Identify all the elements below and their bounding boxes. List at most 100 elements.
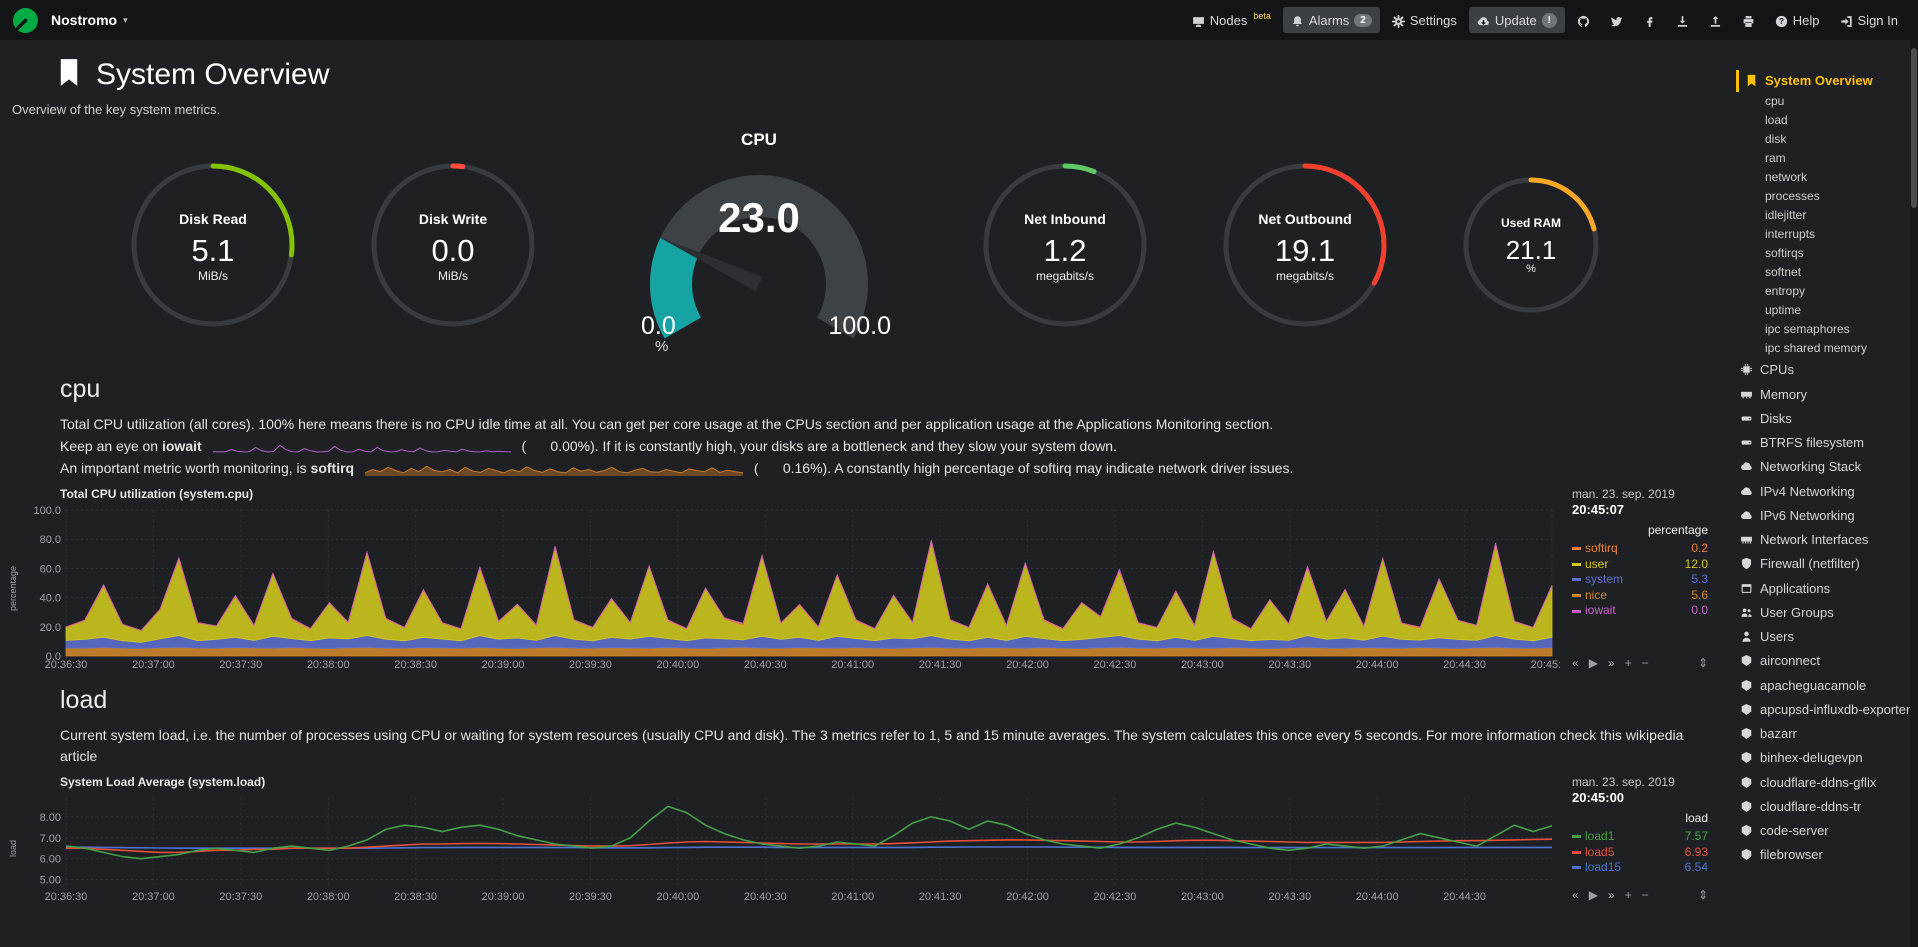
gauge-disk-read[interactable]: Disk Read 5.1 MiB/s	[129, 161, 297, 329]
alarms-button[interactable]: Alarms 2	[1282, 7, 1380, 33]
play-icon[interactable]: ▶	[1588, 656, 1598, 670]
sidebar-item-applications[interactable]: Applications	[1736, 577, 1918, 601]
sidebar-item-memory[interactable]: Memory	[1736, 383, 1918, 407]
play-icon[interactable]: ▶	[1588, 888, 1598, 902]
cube-icon	[1741, 752, 1752, 764]
bookmark-lg-icon	[60, 59, 78, 86]
sidebar-item-code-server[interactable]: code-server	[1736, 819, 1918, 843]
sidebar-item-idlejitter[interactable]: idlejitter	[1765, 208, 1807, 223]
signin-button[interactable]: Sign In	[1832, 7, 1906, 32]
import-button[interactable]	[1668, 7, 1697, 32]
legend-item-iowait[interactable]: iowait 0.0	[1572, 603, 1708, 619]
resize-handle-icon[interactable]: ⇕	[1697, 888, 1708, 902]
page-scrollbar[interactable]	[1910, 40, 1918, 947]
update-button[interactable]: Update !	[1468, 7, 1565, 33]
svg-text:20:39:30: 20:39:30	[569, 891, 612, 903]
sidebar-item-apcupsd-influxdb-exporter[interactable]: apcupsd-influxdb-exporter	[1736, 698, 1918, 722]
zoom-in-icon[interactable]: +	[1624, 656, 1632, 670]
gauge-cpu[interactable]: CPU 23.0 0.0 100.0%	[609, 130, 909, 360]
legend-item-load1[interactable]: load1 7.57	[1572, 829, 1708, 845]
sidebar-item-users[interactable]: Users	[1736, 625, 1918, 649]
sidebar-item-apacheguacamole[interactable]: apacheguacamole	[1736, 674, 1918, 698]
zoom-out-icon[interactable]: −	[1641, 888, 1649, 902]
forward-icon[interactable]: »	[1607, 888, 1615, 902]
sidebar-item-uptime[interactable]: uptime	[1765, 303, 1802, 318]
sidebar-item-ipc-shared-memory[interactable]: ipc shared memory	[1765, 341, 1868, 356]
iowait-sparkline[interactable]	[212, 440, 512, 455]
backward-icon[interactable]: «	[1572, 888, 1579, 902]
sidebar-item-cpu[interactable]: cpu	[1765, 94, 1785, 109]
sidebar-item-softirqs[interactable]: softirqs	[1765, 246, 1804, 261]
sidebar-item-ipv4-networking[interactable]: IPv4 Networking	[1736, 480, 1918, 504]
svg-text:20:38:30: 20:38:30	[394, 659, 437, 671]
resize-handle-icon[interactable]: ⇕	[1697, 656, 1708, 670]
twitter-button[interactable]	[1602, 7, 1631, 32]
netdata-logo-icon[interactable]	[12, 7, 39, 34]
gauge-net-inbound[interactable]: Net Inbound 1.2 megabits/s	[981, 161, 1149, 329]
zoom-in-icon[interactable]: +	[1624, 888, 1632, 902]
gauge-title: Disk Read	[179, 211, 247, 228]
sidebar-item-cpus[interactable]: CPUs	[1736, 358, 1918, 382]
sidebar-item-interrupts[interactable]: interrupts	[1765, 227, 1816, 242]
sidebar-item-networking-stack[interactable]: Networking Stack	[1736, 455, 1918, 479]
sidebar-item-binhex-delugevpn[interactable]: binhex-delugevpn	[1736, 746, 1918, 770]
backward-icon[interactable]: «	[1572, 656, 1579, 670]
help-button[interactable]: ? Help	[1767, 7, 1828, 32]
sidebar-item-processes[interactable]: processes	[1765, 189, 1820, 204]
sidebar-item-network-interfaces[interactable]: Network Interfaces	[1736, 528, 1918, 552]
zoom-out-icon[interactable]: −	[1641, 656, 1649, 670]
legend-item-system[interactable]: system 5.3	[1572, 572, 1708, 588]
sidebar-item-cloudflare-ddns-tr[interactable]: cloudflare-ddns-tr	[1736, 795, 1918, 819]
cloud-icon	[1741, 462, 1752, 471]
settings-button[interactable]: Settings	[1384, 7, 1465, 32]
sidebar-item-ipv6-networking[interactable]: IPv6 Networking	[1736, 504, 1918, 528]
sidebar-item-disk[interactable]: disk	[1765, 132, 1787, 147]
sidebar-item-load[interactable]: load	[1765, 113, 1788, 128]
cpu-utilization-plot[interactable]: 20:36:30 20:37:00 20:37:30 20:38:00 20:38:30…	[20, 504, 1560, 672]
sidebar-item-ram[interactable]: ram	[1765, 151, 1786, 166]
page-title: System Overview	[96, 58, 330, 91]
svg-text:60.0: 60.0	[40, 563, 61, 575]
upload-icon	[1710, 15, 1720, 27]
legend-item-load5[interactable]: load5 6.93	[1572, 845, 1708, 861]
print-button[interactable]	[1734, 7, 1763, 32]
forward-icon[interactable]: »	[1607, 656, 1615, 670]
cloud-download-icon	[1477, 12, 1490, 27]
scrollbar-thumb[interactable]	[1911, 48, 1917, 208]
github-button[interactable]	[1569, 7, 1598, 32]
legend-item-user[interactable]: user 12.0	[1572, 557, 1708, 573]
gauge-title: CPU	[741, 130, 777, 149]
sidebar-item-airconnect[interactable]: airconnect	[1736, 649, 1918, 673]
users-icon	[1741, 608, 1752, 617]
top-nav-actions: Nodes beta Alarms 2 Settings Update ! ? …	[1184, 7, 1906, 33]
export-button[interactable]	[1701, 7, 1730, 32]
legend-item-nice[interactable]: nice 5.6	[1572, 588, 1708, 604]
svg-text:20.0: 20.0	[40, 622, 61, 634]
sidebar-item-firewall-netfilter[interactable]: Firewall (netfilter)	[1736, 552, 1918, 576]
load-average-plot[interactable]: 20:36:30 20:37:00 20:37:30 20:38:00 20:38:30…	[20, 792, 1560, 904]
gauge-used-ram[interactable]: Used RAM 21.1%	[1461, 175, 1601, 315]
load-chart-legend: man. 23. sep. 2019 20:45:00 load load1 7.…	[1560, 775, 1712, 904]
gauge-net-outbound[interactable]: Net Outbound 19.1 megabits/s	[1221, 161, 1389, 329]
sidebar-item-btrfs-filesystem[interactable]: BTRFS filesystem	[1736, 431, 1918, 455]
facebook-button[interactable]	[1635, 7, 1664, 32]
sidebar-item-cloudflare-ddns-gflix[interactable]: cloudflare-ddns-gflix	[1736, 771, 1918, 795]
softirq-sparkline[interactable]	[364, 462, 744, 477]
legend-item-load15[interactable]: load15 6.54	[1572, 860, 1708, 876]
update-alert-badge: !	[1541, 12, 1557, 28]
sidebar-item-user-groups[interactable]: User Groups	[1736, 601, 1918, 625]
sidebar-item-system-overview[interactable]: System Overview	[1736, 70, 1908, 93]
sidebar-item-entropy[interactable]: entropy	[1765, 284, 1806, 299]
svg-text:?: ?	[1779, 17, 1784, 26]
legend-item-softirq[interactable]: softirq 0.2	[1572, 541, 1708, 557]
node-name: Nostromo	[51, 12, 118, 28]
node-selector[interactable]: Nostromo ▾	[51, 12, 128, 28]
sidebar-item-bazarr[interactable]: bazarr	[1736, 722, 1918, 746]
gauge-disk-write[interactable]: Disk Write 0.0 MiB/s	[369, 161, 537, 329]
sidebar-item-disks[interactable]: Disks	[1736, 407, 1918, 431]
sidebar-item-ipc-semaphores[interactable]: ipc semaphores	[1765, 322, 1850, 337]
sidebar-item-softnet[interactable]: softnet	[1765, 265, 1802, 280]
nodes-button[interactable]: Nodes beta	[1184, 7, 1279, 32]
sidebar-item-filebrowser[interactable]: filebrowser	[1736, 843, 1918, 867]
sidebar-item-network[interactable]: network	[1765, 170, 1808, 185]
